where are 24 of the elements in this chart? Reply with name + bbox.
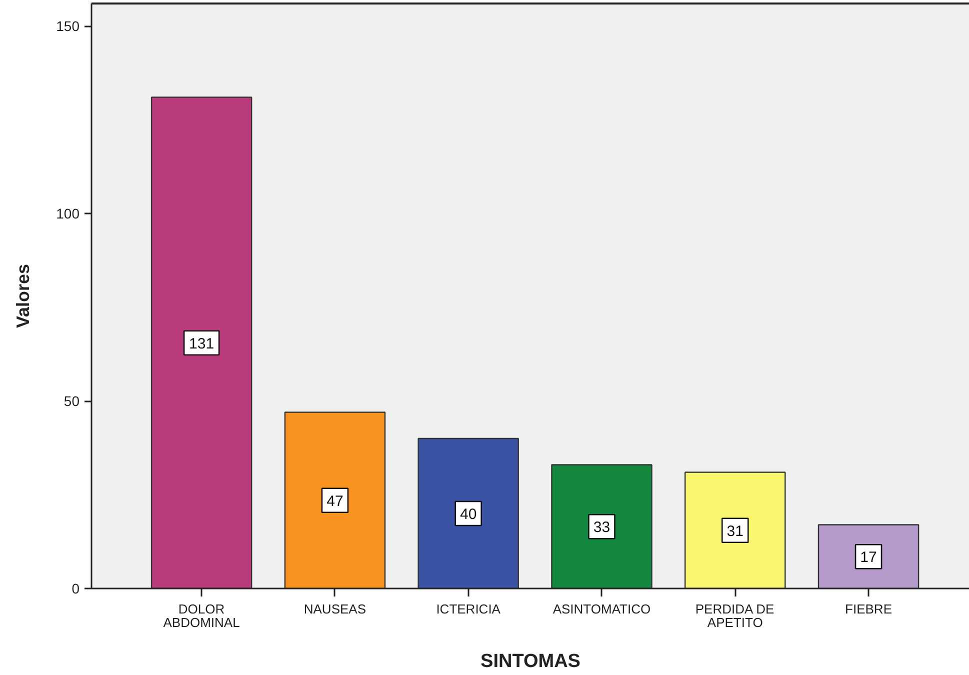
x-tick-label: ASINTOMATICO — [552, 602, 651, 616]
data-label: 33 — [593, 519, 610, 536]
y-tick-label: 100 — [56, 206, 80, 222]
x-tick-label: ICTERICIA — [436, 602, 501, 616]
y-tick-label: 50 — [64, 393, 80, 409]
y-axis-title: Valores — [13, 264, 34, 328]
bar — [284, 412, 386, 588]
data-label: 31 — [726, 522, 744, 540]
data-label: 47 — [326, 492, 344, 510]
bar — [684, 472, 786, 588]
data-label: 131 — [189, 335, 214, 352]
y-tick-label: 0 — [72, 580, 80, 596]
x-axis-title: SINTOMAS — [480, 651, 580, 672]
bar — [818, 524, 920, 588]
bar — [150, 96, 252, 588]
bar — [551, 464, 652, 588]
bar — [418, 438, 519, 588]
data-label: 17 — [860, 549, 877, 566]
x-tick-label: FIEBRE — [845, 602, 892, 616]
y-tick-label: 150 — [56, 18, 80, 34]
data-label: 40 — [460, 506, 477, 523]
x-tick-label: PERDIDA DE APETITO — [695, 602, 774, 630]
x-tick-label: DOLOR ABDOMINAL — [163, 602, 240, 630]
x-tick-label: NAUSEAS — [304, 602, 366, 616]
